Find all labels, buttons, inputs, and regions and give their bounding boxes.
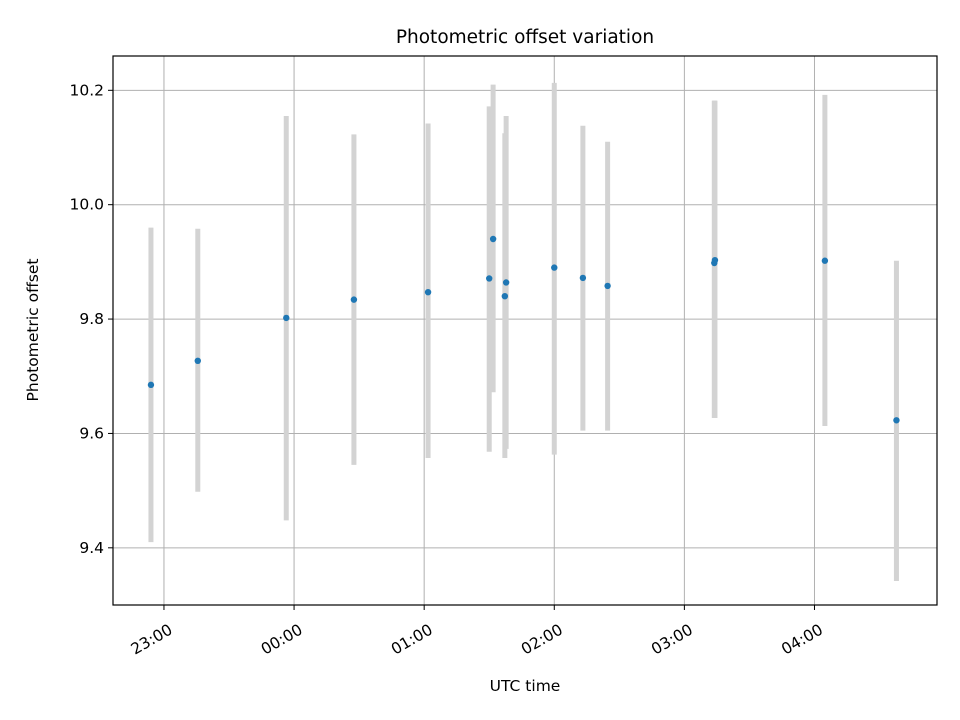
- data-point: [424, 288, 432, 296]
- y-tick-label: 9.4: [79, 539, 104, 557]
- data-point: [604, 282, 611, 290]
- data-point: [350, 296, 358, 303]
- data-point: [502, 279, 510, 286]
- data-point: [821, 257, 829, 264]
- data-point: [501, 292, 509, 300]
- data-points: [147, 235, 900, 424]
- plot-frame: [112, 55, 938, 606]
- data-point: [194, 357, 201, 365]
- data-point: [579, 274, 587, 282]
- y-axis-ticks: 9.4 9.6 9.8 10.0 10.2: [69, 81, 113, 557]
- y-tick-label: 9.8: [79, 310, 104, 328]
- y-tick-label: 10.2: [69, 81, 104, 99]
- y-axis-label: Photometric offset: [24, 259, 42, 402]
- x-axis-label: UTC time: [490, 677, 561, 695]
- data-point: [551, 264, 558, 271]
- grid: [113, 56, 937, 605]
- data-point: [893, 417, 900, 424]
- data-point: [711, 256, 719, 264]
- data-point: [489, 235, 497, 243]
- data-point: [486, 275, 493, 282]
- y-tick-label: 9.6: [79, 424, 104, 442]
- y-tick-label: 10.0: [69, 196, 104, 214]
- data-point: [283, 314, 290, 322]
- chart-title: Photometric offset variation: [396, 27, 654, 48]
- data-point: [147, 381, 155, 389]
